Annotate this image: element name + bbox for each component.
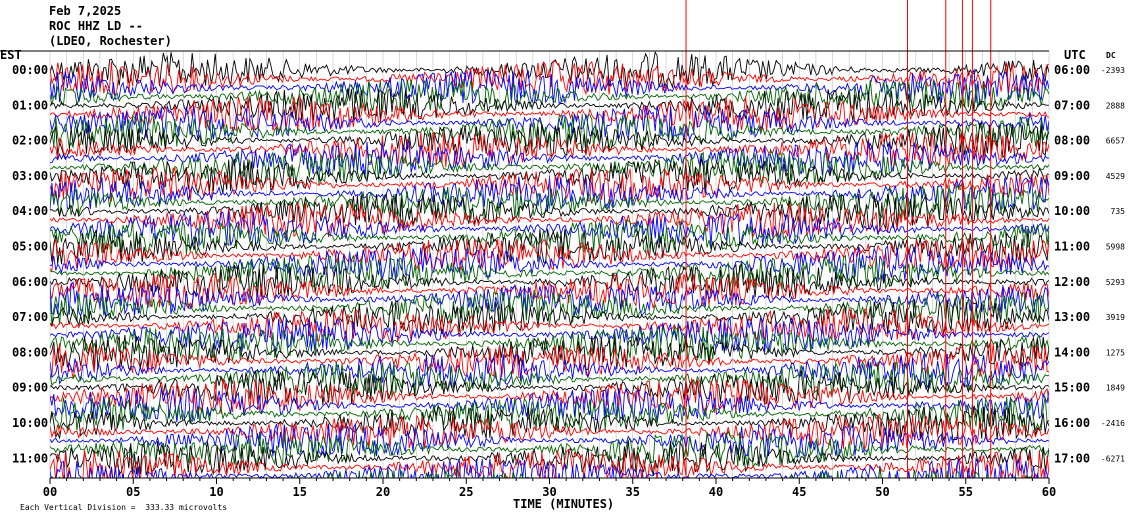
x-tick-label: 35 bbox=[626, 485, 640, 499]
scale-note: Each Vertical Division = 333.33 microvol… bbox=[20, 503, 228, 512]
utc-hour-label: 13:00 bbox=[1054, 310, 1090, 324]
x-tick-label: 45 bbox=[792, 485, 806, 499]
utc-axis-title: UTC bbox=[1064, 48, 1086, 62]
est-hour-label: 04:00 bbox=[12, 204, 48, 218]
dc-offset-value: -6271 bbox=[1101, 454, 1125, 463]
x-tick-label: 55 bbox=[959, 485, 973, 499]
utc-hour-label: 17:00 bbox=[1054, 451, 1090, 465]
est-hour-label: 08:00 bbox=[12, 345, 48, 359]
x-tick-label: 15 bbox=[293, 485, 307, 499]
x-tick-label: 00 bbox=[43, 485, 57, 499]
dc-offset-value: 5293 bbox=[1106, 278, 1125, 287]
utc-hour-label: 15:00 bbox=[1054, 381, 1090, 395]
x-tick-label: 40 bbox=[709, 485, 723, 499]
x-tick-label: 10 bbox=[209, 485, 223, 499]
est-hour-label: 09:00 bbox=[12, 381, 48, 395]
est-hour-label: 03:00 bbox=[12, 169, 48, 183]
utc-hour-label: 08:00 bbox=[1054, 134, 1090, 148]
x-tick-label: 20 bbox=[376, 485, 390, 499]
est-hour-labels: 00:00 01:00 02:00 03:00 04:00 05:00 06:00 07:00… bbox=[12, 63, 48, 465]
station-name: ROC HHZ LD -- bbox=[49, 19, 143, 33]
dc-axis-title: DC bbox=[1106, 51, 1116, 60]
dc-offset-value: 6657 bbox=[1106, 137, 1125, 146]
utc-hour-label: 14:00 bbox=[1054, 345, 1090, 359]
x-tick-label: 30 bbox=[542, 485, 556, 499]
est-hour-label: 01:00 bbox=[12, 98, 48, 112]
utc-hour-label: 16:00 bbox=[1054, 416, 1090, 430]
dc-offset-value: -2416 bbox=[1101, 419, 1125, 428]
left-margin bbox=[0, 0, 50, 519]
dc-offset-value: 735 bbox=[1111, 207, 1126, 216]
dc-offset-value: -2393 bbox=[1101, 66, 1125, 75]
utc-hour-label: 09:00 bbox=[1054, 169, 1090, 183]
est-hour-label: 07:00 bbox=[12, 310, 48, 324]
utc-hour-labels: 06:00 07:00 08:00 09:00 10:00 11:00 12:00 13:00… bbox=[1054, 63, 1090, 465]
dc-offset-value: 3919 bbox=[1106, 313, 1125, 322]
dc-offset-value: 4529 bbox=[1106, 172, 1125, 181]
dc-offset-value: 2888 bbox=[1106, 101, 1125, 110]
est-hour-label: 02:00 bbox=[12, 134, 48, 148]
utc-hour-label: 10:00 bbox=[1054, 204, 1090, 218]
plot-date: Feb 7,2025 bbox=[49, 4, 122, 18]
dc-offset-value: 1849 bbox=[1106, 384, 1125, 393]
est-hour-label: 10:00 bbox=[12, 416, 48, 430]
minute-tick-labels: 00 05 10 15 20 25 30 35 40 45 50 55 60 bbox=[43, 485, 1056, 499]
utc-hour-label: 11:00 bbox=[1054, 240, 1090, 254]
est-hour-label: 05:00 bbox=[12, 240, 48, 254]
dc-offset-value: 5998 bbox=[1106, 243, 1125, 252]
est-hour-label: 06:00 bbox=[12, 275, 48, 289]
x-tick-label: 05 bbox=[126, 485, 140, 499]
x-axis-label: TIME (MINUTES) bbox=[513, 497, 615, 511]
x-tick-label: 25 bbox=[459, 485, 473, 499]
minute-gridlines bbox=[49, 51, 1050, 478]
x-tick-label: 50 bbox=[875, 485, 889, 499]
utc-hour-label: 07:00 bbox=[1054, 98, 1090, 112]
est-hour-label: 00:00 bbox=[12, 63, 48, 77]
utc-hour-label: 12:00 bbox=[1054, 275, 1090, 289]
utc-hour-label: 06:00 bbox=[1054, 63, 1090, 77]
bottom-margin bbox=[0, 478, 1130, 519]
right-margin bbox=[1049, 0, 1130, 519]
x-tick-label: 60 bbox=[1042, 485, 1056, 499]
dc-offset-labels: -2393 2888 6657 4529 735 5998 5293 3919 1275 1849… bbox=[1101, 66, 1125, 463]
dc-offset-value: 1275 bbox=[1106, 348, 1125, 357]
est-hour-label: 11:00 bbox=[12, 451, 48, 465]
plot-frame bbox=[0, 50, 1050, 484]
network-name: (LDEO, Rochester) bbox=[49, 34, 172, 48]
est-axis-title: EST bbox=[0, 48, 22, 62]
